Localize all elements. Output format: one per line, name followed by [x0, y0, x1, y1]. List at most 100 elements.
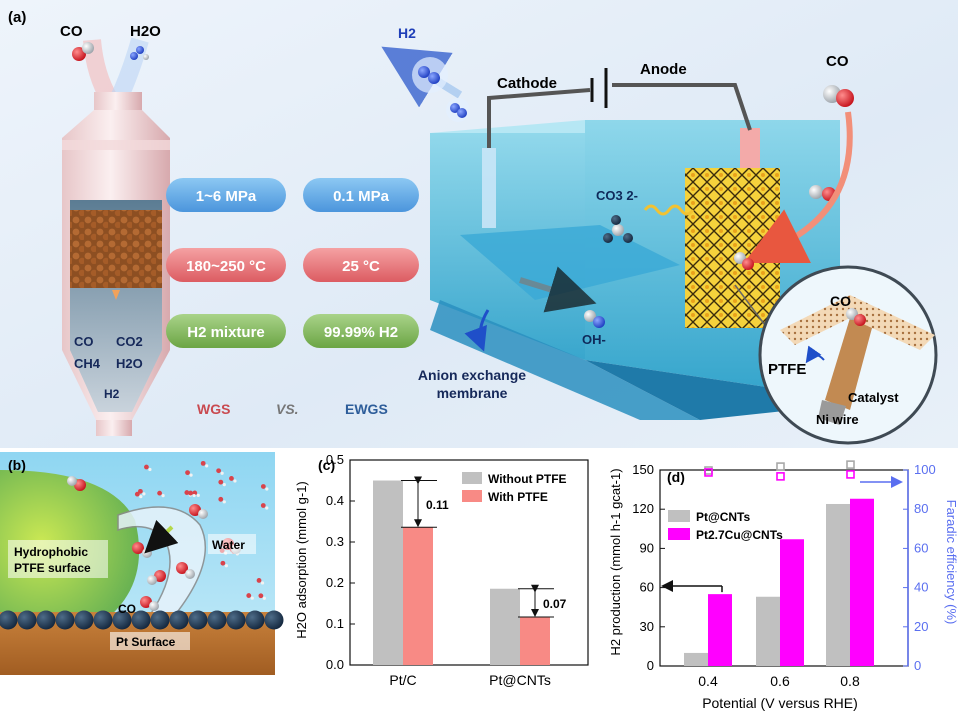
- chart-d-ytick-label: 120: [632, 501, 654, 516]
- co-in-arrow: [743, 111, 853, 264]
- product-co2: CO2: [116, 334, 143, 349]
- water-oxygen: [200, 460, 206, 466]
- water-hydrogen: [265, 506, 269, 510]
- co-molecule-icon: [72, 42, 94, 61]
- water-hydrogen: [265, 487, 269, 491]
- water-oxygen: [218, 479, 224, 485]
- chart-c-bar: [373, 480, 403, 665]
- chart-d-y2tick-label: 100: [914, 462, 936, 477]
- chart-c-xtick-label: Pt/C: [389, 672, 416, 688]
- reactor-input-h2o: H2O: [130, 23, 161, 40]
- chart-d-faradaic-marker: [776, 462, 785, 471]
- water-hydrogen: [161, 494, 165, 498]
- ptfe-label-line-1: Hydrophobic: [14, 545, 88, 559]
- catalyst-bed: [70, 210, 162, 288]
- chart-c-ytick-label: 0.3: [326, 534, 344, 549]
- pt-atom: [112, 610, 132, 630]
- chart-d: 0 30 60 90 120 150 0 20 40 60 80 100 0.4 0.6 0.8 Pt@CNT…: [632, 460, 936, 689]
- chart-c-bar: [520, 617, 550, 665]
- chart-d-ytick-label: 60: [640, 580, 654, 595]
- water-oxygen: [229, 476, 234, 481]
- panel-c-label: (c): [318, 457, 335, 473]
- product-co: CO: [74, 334, 94, 349]
- product-h2o: H2O: [116, 356, 143, 371]
- chart-c-ytick-label: 0.0: [326, 657, 344, 672]
- water-oxygen: [188, 490, 194, 496]
- chart-c-legend-swatch: [462, 472, 482, 484]
- chart-c-bar: [403, 527, 433, 665]
- panel-d: (d) 0 30 60 90 120 150 0 20 40 60 80 100 0.4 0.6 0.8 Pt…: [600, 452, 958, 715]
- chart-d-y2tick-label: 60: [914, 540, 928, 555]
- inset-wire-label: Ni wire: [816, 412, 859, 427]
- water-oxygen: [157, 490, 163, 496]
- pt-atom: [74, 610, 94, 630]
- anode-label: Anode: [640, 61, 687, 78]
- water-oxygen: [260, 484, 266, 489]
- chart-d-legend-label: Pt@CNTs: [696, 510, 750, 524]
- water-hydrogen: [250, 596, 254, 600]
- anode-electrode: [740, 128, 760, 172]
- hydroxide-arrow: [519, 266, 597, 313]
- inset-catalyst-label: Catalyst: [848, 390, 899, 405]
- co-molecules-b: [67, 476, 241, 611]
- reactor-input-co: CO: [60, 23, 83, 40]
- chart-d-ytick-label: 30: [640, 619, 654, 634]
- panel-a: (a) CO H2O CO CO2 CH4 H2O: [0, 0, 958, 448]
- ptfe-label-line-2: PTFE surface: [14, 561, 91, 575]
- panel-a-label: (a): [8, 9, 26, 26]
- water-hydrogen: [196, 493, 200, 498]
- carbonate-label: CO3 2-: [596, 188, 638, 203]
- co-diffusion-arrow: [144, 519, 179, 554]
- product-h2: H2: [104, 387, 120, 401]
- co-adsorbed-icon: [734, 252, 754, 270]
- chart-d-y2label: Faradic efficiency (%): [944, 500, 958, 625]
- water-oxygen: [260, 503, 266, 508]
- pill-temperature-wgs: 180~250 °C: [166, 248, 286, 282]
- water-hydrogen: [139, 495, 143, 499]
- chart-d-legend-label: Pt2.7Cu@CNTs: [696, 528, 783, 542]
- water-hydrogen: [205, 464, 209, 468]
- pt-atom: [188, 610, 208, 630]
- cathode-electrode: [482, 148, 496, 228]
- membrane-pointer: [464, 309, 490, 352]
- pt-atom: [93, 610, 113, 630]
- inset-circle: [758, 265, 938, 445]
- pt-atom-row: [0, 610, 284, 630]
- svg-text:99.99% H2: 99.99% H2: [324, 324, 398, 341]
- water-oxygen: [138, 488, 143, 494]
- water-hydrogen: [192, 493, 196, 498]
- water-hydrogen: [222, 500, 226, 504]
- chart-d-ytick-label: 90: [640, 540, 654, 555]
- chart-d-bar: [780, 539, 804, 666]
- water-oxygen: [184, 490, 190, 495]
- water-oxygen: [144, 464, 149, 470]
- chart-d-y2tick-label: 80: [914, 501, 928, 516]
- ewgs-label: EWGS: [345, 401, 388, 417]
- pt-surface-label: Pt Surface: [116, 635, 176, 649]
- panel-b: (b) Hydrophobic PTFE surface Water CO Pt…: [0, 452, 284, 675]
- panel-c: (c) 0.00.10.20.30.40.5Pt/C0.11Pt@CNTs0.0…: [288, 452, 596, 712]
- carbonate-molecule-icon: [603, 215, 633, 243]
- cathode-label: Cathode: [497, 75, 557, 92]
- chart-d-bar: [826, 503, 850, 666]
- chart-d-faradaic-marker: [846, 470, 855, 479]
- chart-d-faradaic-marker: [704, 468, 713, 477]
- chart-d-faradaic-marker: [846, 460, 855, 469]
- water-hydrogen: [233, 479, 237, 483]
- chart-d-ylabel: H2 production (mmol h-1 gcat-1): [608, 468, 623, 655]
- chart-d-faradaic-marker: [776, 472, 785, 481]
- panel-b-label: (b): [8, 457, 26, 473]
- chart-d-xtick-label: 0.8: [840, 673, 860, 689]
- svg-text:1~6 MPa: 1~6 MPa: [196, 188, 257, 205]
- pill-product-wgs: H2 mixture: [166, 314, 286, 348]
- chart-d-y2tick-label: 20: [914, 619, 928, 634]
- water-oxygen: [258, 593, 264, 599]
- chart-d-y2tick-label: 0: [914, 658, 921, 673]
- chart-c-annotation-label: 0.07: [543, 597, 567, 611]
- svg-text:25 °C: 25 °C: [342, 258, 380, 275]
- water-oxygen: [246, 593, 252, 598]
- membrane: [460, 225, 680, 300]
- chart-d-xtick-label: 0.4: [698, 673, 718, 689]
- inset-ptfe-label: PTFE: [768, 361, 806, 378]
- water-hydrogen: [224, 564, 228, 568]
